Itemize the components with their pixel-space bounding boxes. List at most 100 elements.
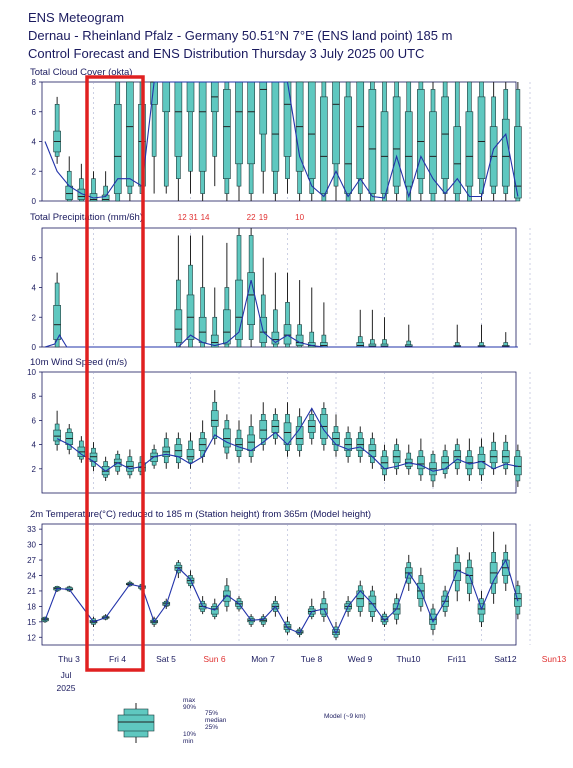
box-p25-p75	[247, 81, 255, 165]
box-p25-p75	[417, 456, 425, 470]
y-tick-label: 21	[27, 587, 36, 596]
ensemble-box	[429, 82, 437, 202]
legend-median-label: median	[205, 717, 227, 724]
box-p25-p75	[429, 111, 437, 194]
ensemble-box	[332, 81, 340, 201]
ensemble-box	[501, 82, 510, 201]
box-p25-p75	[210, 410, 219, 427]
ensemble-box	[429, 450, 437, 487]
ensemble-box	[380, 317, 389, 348]
forecast-subtitle: Control Forecast and ENS Distribution Th…	[28, 46, 425, 61]
box-p25-p75	[356, 81, 365, 179]
ensemble-box	[489, 82, 498, 201]
box-p25-p75	[186, 449, 195, 460]
ensemble-box	[235, 420, 243, 463]
box-p10-p90	[54, 104, 60, 157]
ensemble-box	[380, 444, 389, 481]
ensemble-box	[368, 432, 377, 469]
ensemble-box	[453, 81, 462, 202]
ensemble-box	[235, 228, 243, 348]
ensemble-box	[223, 414, 231, 460]
box-p25-p75	[53, 429, 61, 442]
ensemble-box	[441, 444, 449, 479]
ensemble-box	[356, 426, 365, 463]
ensemble-box	[210, 287, 219, 348]
ensemble-box	[174, 235, 183, 348]
y-tick-label: 15	[27, 618, 36, 627]
box-p25-p75	[380, 111, 389, 194]
y-tick-label: 12	[27, 633, 36, 642]
box-p25-p75	[259, 420, 268, 439]
ensemble-box	[198, 235, 207, 348]
box-p25-p75	[283, 81, 292, 157]
day-label: Tue 8	[301, 654, 323, 664]
box-p25-p75	[223, 309, 231, 345]
location-subtitle: Dernau - Rheinland Pfalz - Germany 50.51…	[28, 28, 453, 43]
box-p25-p75	[162, 81, 171, 113]
box-p25-p75	[392, 96, 401, 187]
ensemble-box	[320, 590, 328, 622]
ensemble-box	[356, 580, 365, 617]
ensemble-box	[53, 272, 61, 348]
y-tick-label: 4	[32, 138, 37, 147]
control-forecast-line	[44, 279, 518, 348]
ensemble-box	[453, 324, 462, 348]
ensemble-box	[368, 309, 377, 348]
box-p25-p75	[501, 118, 510, 187]
ensemble-box	[320, 302, 328, 348]
box-p25-p75	[235, 279, 243, 340]
ensemble-box	[247, 414, 255, 463]
box-p25-p75	[344, 96, 352, 194]
legend-min: min	[183, 738, 194, 745]
ensemble-box	[65, 156, 74, 202]
chart-title: ENS Meteogram	[28, 10, 125, 25]
legend-p10: 10%	[183, 731, 196, 738]
box-p25-p75	[307, 81, 316, 179]
ensemble-box	[174, 81, 183, 201]
ensemble-box	[77, 436, 86, 463]
ensemble-box	[53, 410, 61, 451]
box-p25-p75	[417, 89, 425, 179]
ensemble-box	[53, 96, 61, 164]
ensemble-box	[320, 402, 328, 451]
ensemble-box	[429, 603, 437, 635]
ensemble-box	[392, 81, 401, 201]
max-annotation: 31	[189, 213, 198, 222]
month-label: Jul	[61, 670, 72, 680]
y-tick-label: 6	[32, 416, 37, 425]
box-p25-p75	[514, 126, 522, 199]
ensemble-box	[453, 547, 462, 602]
ensemble-box	[126, 449, 134, 479]
day-label: Wed 9	[348, 654, 373, 664]
ensemble-box	[162, 81, 171, 194]
y-tick-label: 8	[32, 392, 37, 401]
ensemble-box	[295, 280, 304, 348]
panel-frame	[41, 371, 517, 494]
ensemble-box	[283, 272, 292, 348]
ensemble-box	[186, 432, 195, 469]
ensemble-box	[477, 81, 486, 201]
ensemble-box	[271, 408, 280, 445]
ensemble-box	[489, 531, 498, 604]
box-p25-p75	[223, 428, 231, 448]
box-p25-p75	[101, 194, 110, 202]
y-tick-label: 10	[27, 368, 36, 377]
y-tick-label: 0	[32, 343, 37, 352]
box-p25-p75	[356, 342, 365, 348]
ensemble-box	[380, 81, 389, 202]
box-p25-p75	[210, 334, 219, 348]
ensemble-box	[295, 81, 304, 201]
y-tick-label: 2	[32, 167, 37, 176]
ensemble-box	[453, 438, 462, 475]
ensemble-box	[162, 432, 171, 469]
ensemble-box	[307, 287, 316, 348]
panel-title: 2m Temperature(°C) reduced to 185 m (Sta…	[30, 509, 371, 520]
ensemble-box	[332, 621, 340, 640]
ensemble-box	[210, 81, 219, 187]
box-p25-p75	[453, 126, 462, 194]
y-tick-label: 27	[27, 556, 36, 565]
ensemble-box	[113, 81, 122, 202]
ensemble-box	[404, 324, 413, 348]
ensemble-box	[404, 444, 413, 475]
